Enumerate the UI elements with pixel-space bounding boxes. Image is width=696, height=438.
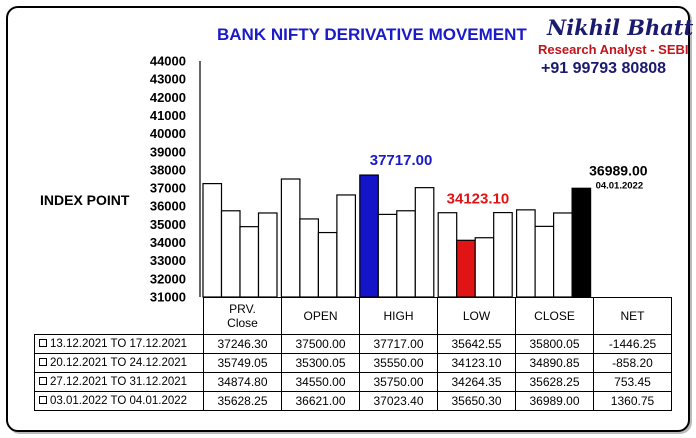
col-header-open: OPEN xyxy=(281,297,360,335)
bar xyxy=(359,174,379,298)
bar xyxy=(552,212,573,298)
y-tick-label: 37000 xyxy=(150,181,186,196)
bar xyxy=(414,187,435,298)
y-tick-label: 33000 xyxy=(150,253,186,268)
y-tick-label: 40000 xyxy=(150,126,186,141)
y-tick-label: 41000 xyxy=(150,108,186,123)
brand-phone: +91 99793 80808 xyxy=(541,60,667,77)
col-header-prv-close: PRV. Close xyxy=(203,297,282,335)
y-tick-label: 31000 xyxy=(150,290,186,305)
row-label: 27.12.2021 TO 31.12.2021 xyxy=(34,372,204,392)
y-tick-label: 34000 xyxy=(150,235,186,250)
row-label-text: 27.12.2021 TO 31.12.2021 xyxy=(50,376,188,388)
y-tick-label: 32000 xyxy=(150,271,186,286)
table-cell: 34123.10 xyxy=(437,353,516,373)
table-cell: 35628.25 xyxy=(515,372,594,392)
table-cell: -858.20 xyxy=(593,353,672,373)
table-cell: -1446.25 xyxy=(593,334,672,354)
bar xyxy=(456,239,476,298)
legend-swatch xyxy=(39,339,47,347)
bar xyxy=(377,213,398,298)
table-cell: 37246.30 xyxy=(203,334,282,354)
bar xyxy=(493,211,513,298)
y-tick-label: 44000 xyxy=(150,54,186,69)
table-cell: 1360.75 xyxy=(593,391,672,411)
bar xyxy=(317,231,338,298)
legend-swatch xyxy=(39,396,47,404)
row-label-text: 20.12.2021 TO 24.12.2021 xyxy=(50,357,188,369)
col-header-low: LOW xyxy=(437,297,516,335)
bar xyxy=(280,178,301,298)
y-tick-label: 38000 xyxy=(150,162,186,177)
table-cell: 37717.00 xyxy=(359,334,438,354)
bar xyxy=(299,218,319,298)
table-cell: 35800.05 xyxy=(515,334,594,354)
table-cell: 35550.00 xyxy=(359,353,438,373)
table-cell: 36621.00 xyxy=(281,391,360,411)
table-row: 27.12.2021 TO 31.12.2021 34874.80 34550.… xyxy=(34,372,672,392)
data-table: PRV. Close OPEN HIGH LOW CLOSE NET 13.12… xyxy=(34,297,672,411)
y-tick-label: 35000 xyxy=(150,217,186,232)
data-label: 37717.00 xyxy=(370,152,433,169)
y-tick-label: 36000 xyxy=(150,199,186,214)
table-cell: 35642.55 xyxy=(437,334,516,354)
table-row: 20.12.2021 TO 24.12.2021 35749.05 35300.… xyxy=(34,353,672,373)
row-label-text: 03.01.2022 TO 04.01.2022 xyxy=(50,395,188,407)
bar xyxy=(220,210,241,298)
y-tick-label: 39000 xyxy=(150,144,186,159)
table-cell: 35749.05 xyxy=(203,353,282,373)
bar xyxy=(396,210,416,298)
table-cell: 34874.80 xyxy=(203,372,282,392)
legend-swatch xyxy=(39,377,47,385)
table-cell: 34890.85 xyxy=(515,353,594,373)
table-header-row: PRV. Close OPEN HIGH LOW CLOSE NET xyxy=(35,297,672,335)
data-label: 34123.10 xyxy=(447,190,510,207)
brand-name: Nikhil Bhatt xyxy=(547,15,694,40)
y-tick-label: 42000 xyxy=(150,90,186,105)
col-header-close: CLOSE xyxy=(515,297,594,335)
table-cell: 34550.00 xyxy=(281,372,360,392)
bar xyxy=(474,237,495,298)
chart-title: BANK NIFTY DERIVATIVE MOVEMENT xyxy=(217,25,527,44)
bar xyxy=(437,212,458,298)
table-corner xyxy=(35,298,204,335)
data-label: 36989.00 xyxy=(589,162,648,178)
bar xyxy=(515,209,536,298)
brand-role: Research Analyst - SEBI xyxy=(538,42,689,57)
table-cell: 753.45 xyxy=(593,372,672,392)
row-label: 03.01.2022 TO 04.01.2022 xyxy=(34,391,204,411)
bar xyxy=(571,187,592,298)
bar xyxy=(239,226,260,298)
y-axis-label: INDEX POINT xyxy=(40,192,130,208)
bar xyxy=(336,194,356,298)
bar xyxy=(257,212,278,298)
table-cell: 35300.05 xyxy=(281,353,360,373)
col-header-net: NET xyxy=(593,297,672,335)
table-cell: 37500.00 xyxy=(281,334,360,354)
row-label-text: 13.12.2021 TO 17.12.2021 xyxy=(50,338,188,350)
legend-swatch xyxy=(39,358,47,366)
table-cell: 36989.00 xyxy=(515,391,594,411)
y-tick-label: 43000 xyxy=(150,72,186,87)
bar xyxy=(202,183,223,298)
table-cell: 34264.35 xyxy=(437,372,516,392)
row-label: 13.12.2021 TO 17.12.2021 xyxy=(34,334,204,354)
table-row: 13.12.2021 TO 17.12.2021 37246.30 37500.… xyxy=(34,334,672,354)
row-label: 20.12.2021 TO 24.12.2021 xyxy=(34,353,204,373)
col-header-label: PRV. Close xyxy=(227,302,258,330)
data-label: 04.01.2022 xyxy=(596,180,644,191)
table-cell: 35628.25 xyxy=(203,391,282,411)
table-row: 03.01.2022 TO 04.01.2022 35628.25 36621.… xyxy=(34,391,672,411)
table-cell: 35650.30 xyxy=(437,391,516,411)
table-cell: 35750.00 xyxy=(359,372,438,392)
col-header-high: HIGH xyxy=(359,297,438,335)
bar xyxy=(534,225,555,298)
table-cell: 37023.40 xyxy=(359,391,438,411)
